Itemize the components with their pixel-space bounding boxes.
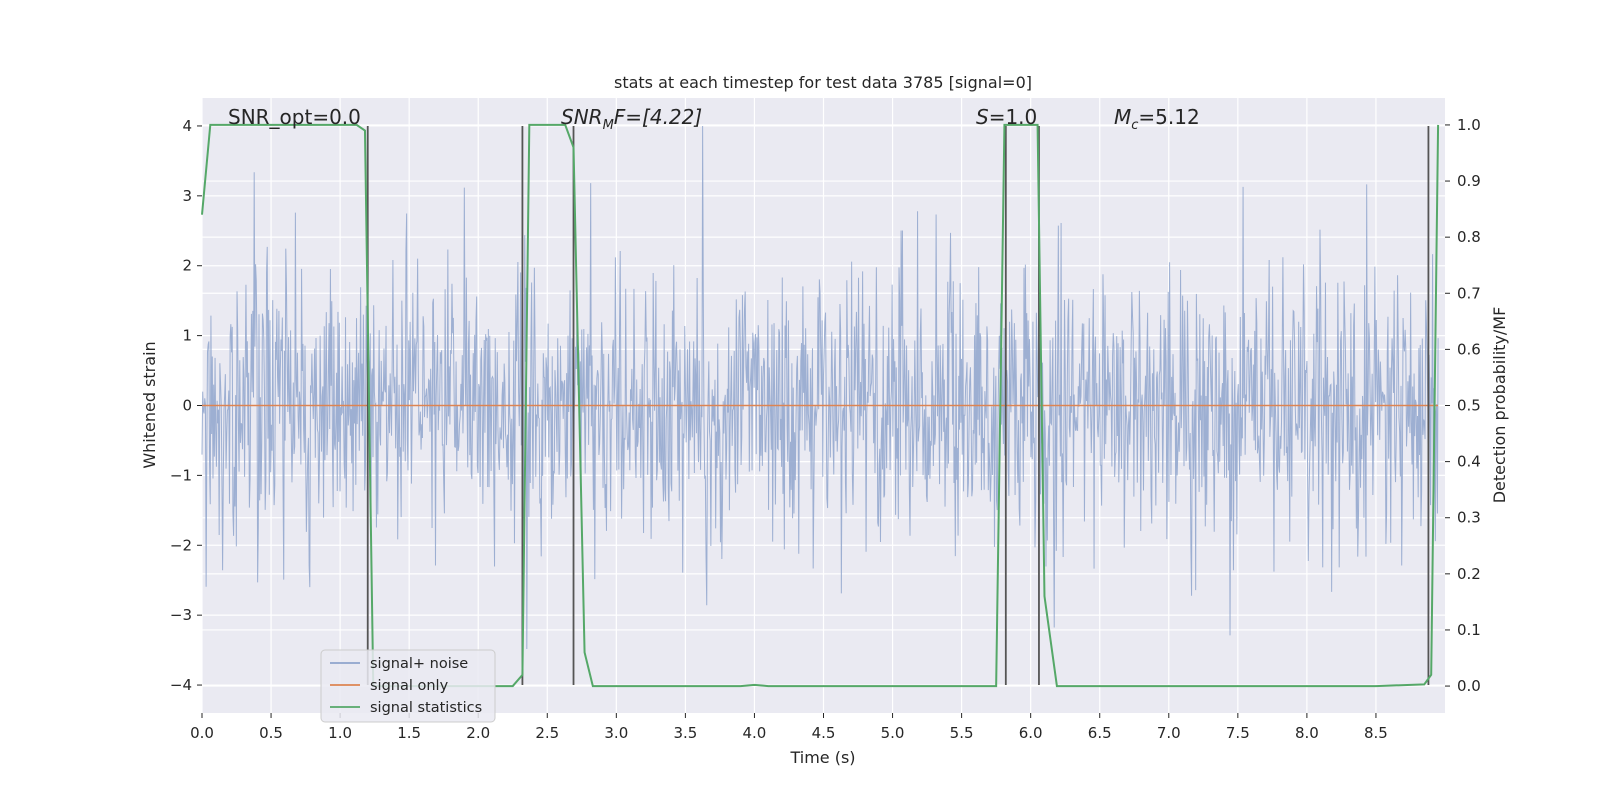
x-axis-ticks: 0.0 0.5 1.0 1.5 2.0 2.5 3.0 3.5 4.0 4.5 5.0 5.5 6.0 6… xyxy=(190,713,1388,742)
y2-tick-label: 0.6 xyxy=(1457,340,1481,358)
y2-tick-label: 0.4 xyxy=(1457,453,1481,471)
x-axis-label: Time (s) xyxy=(789,748,855,767)
legend-box xyxy=(320,649,496,723)
annotation-mc: Mc=5.12 xyxy=(1114,105,1200,133)
x-tick-label: 7.0 xyxy=(1157,724,1181,742)
x-tick-label: 0.0 xyxy=(190,724,214,742)
x-tick-label: 8.0 xyxy=(1295,724,1319,742)
y2-tick-label: 1.0 xyxy=(1457,116,1481,134)
x-tick-label: 6.5 xyxy=(1088,724,1112,742)
x-tick-label: 4.5 xyxy=(812,724,836,742)
y-tick-label: 3 xyxy=(182,187,192,205)
y2-axis-label: Detection probability/MF xyxy=(1490,307,1509,504)
y2-tick-label: 0.9 xyxy=(1457,172,1481,190)
y-tick-label: 0 xyxy=(182,397,192,415)
x-tick-label: 5.0 xyxy=(881,724,905,742)
y-tick-label: 2 xyxy=(182,257,192,275)
x-tick-label: 1.5 xyxy=(397,724,421,742)
x-tick-label: 2.5 xyxy=(535,724,559,742)
x-tick-label: 7.5 xyxy=(1226,724,1250,742)
y-tick-label: −4 xyxy=(170,676,192,694)
y-tick-label: −3 xyxy=(170,606,192,624)
y2-tick-label: 0.0 xyxy=(1457,677,1481,695)
plot-content xyxy=(201,123,1440,688)
annotation-snr-mf: SNRMF=[4.22] xyxy=(561,105,702,133)
x-tick-label: 8.5 xyxy=(1364,724,1388,742)
legend-label-signal-only: signal only xyxy=(370,678,449,694)
x-tick-label: 4.0 xyxy=(743,724,767,742)
y2-axis-ticks: 1.0 0.9 0.8 0.7 0.6 0.5 0.4 0.3 0.2 0.1 0.0 xyxy=(1445,116,1481,695)
annotation-snr-opt: SNR_opt=0.0 xyxy=(228,105,361,129)
y2-tick-label: 0.8 xyxy=(1457,228,1481,246)
annotation-s: S=1.0 xyxy=(976,105,1037,129)
y2-tick-label: 0.5 xyxy=(1457,397,1481,415)
y2-tick-label: 0.2 xyxy=(1457,565,1481,583)
y-tick-label: 1 xyxy=(182,327,192,345)
x-tick-label: 1.0 xyxy=(328,724,352,742)
x-tick-label: 6.0 xyxy=(1019,724,1043,742)
y-axis-label: Whitened strain xyxy=(140,341,159,468)
y-axis-ticks: 4 3 2 1 0 −1 −2 −3 −4 xyxy=(170,117,202,694)
series-signal-noise xyxy=(201,125,1439,649)
y-tick-label: −2 xyxy=(170,536,192,554)
y2-tick-label: 0.1 xyxy=(1457,621,1481,639)
x-tick-label: 3.5 xyxy=(673,724,697,742)
x-tick-label: 0.5 xyxy=(259,724,283,742)
chart-title: stats at each timestep for test data 378… xyxy=(614,73,1032,92)
legend: signal+ noise signal only signal statist… xyxy=(320,649,496,723)
x-tick-label: 2.0 xyxy=(466,724,490,742)
y-tick-label: −1 xyxy=(170,466,192,484)
x-tick-label: 5.5 xyxy=(950,724,974,742)
x-tick-label: 3.0 xyxy=(604,724,628,742)
legend-label-signal-statistics: signal statistics xyxy=(370,700,482,716)
legend-label-signal-noise: signal+ noise xyxy=(370,656,468,672)
y2-tick-label: 0.7 xyxy=(1457,284,1481,302)
y2-tick-label: 0.3 xyxy=(1457,509,1481,527)
y-tick-label: 4 xyxy=(182,117,192,135)
